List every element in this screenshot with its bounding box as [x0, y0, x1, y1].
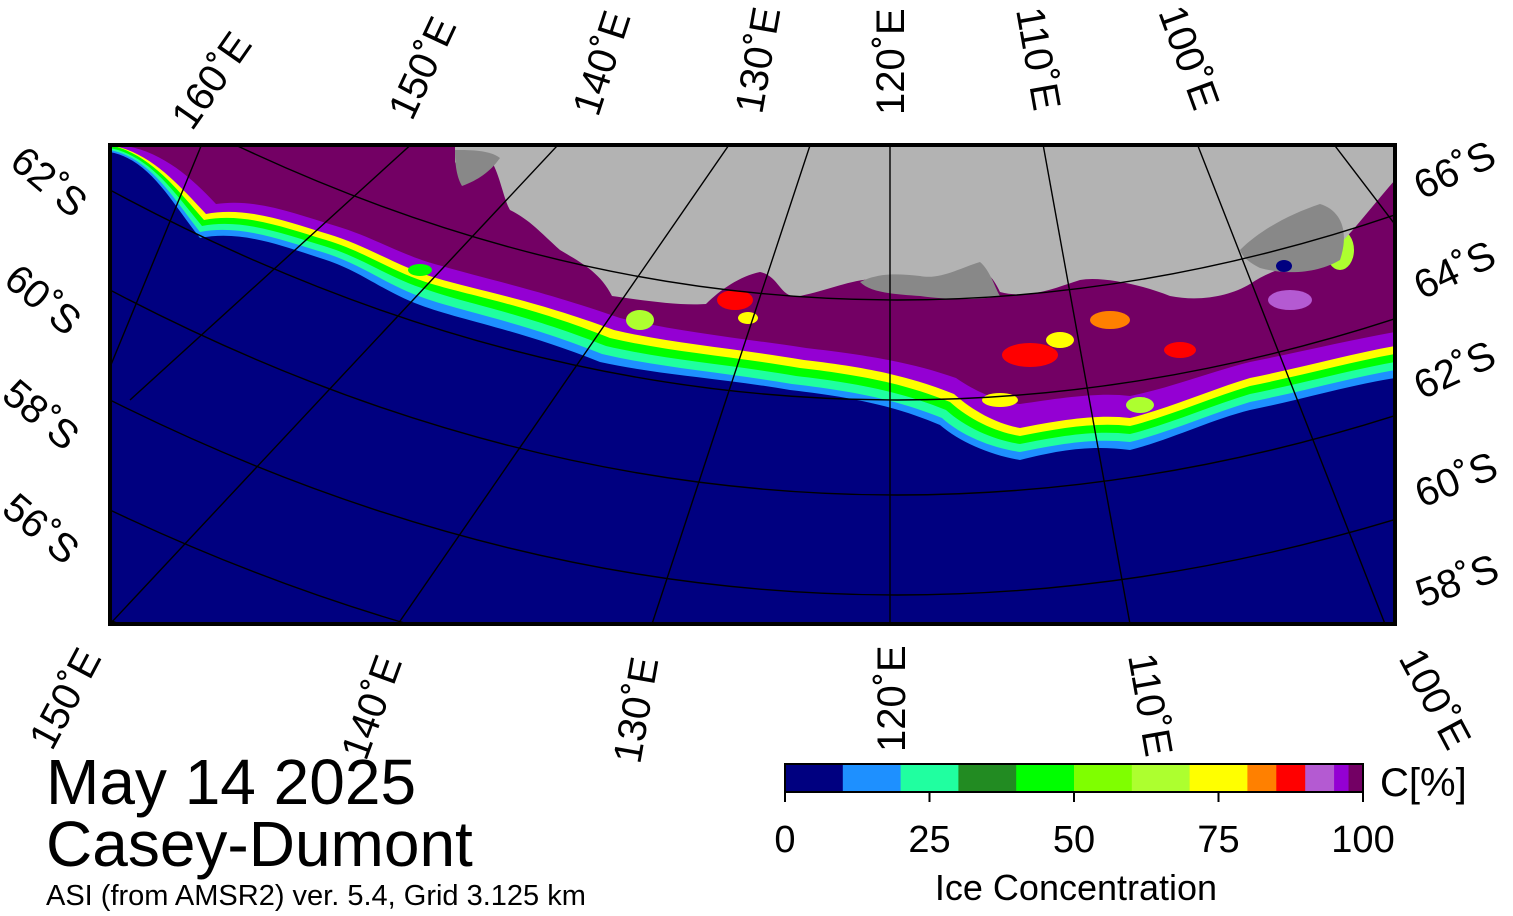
- right-lat-label: 60˚S: [1409, 444, 1504, 516]
- colorbar-tick-label: 0: [774, 819, 795, 861]
- parallel-line: [234, 145, 1395, 301]
- top-lon-label: 120˚E: [869, 8, 913, 115]
- colorbar-swatch: [1276, 764, 1306, 792]
- map-frame: [108, 143, 1397, 626]
- data-source-caption: ASI (from AMSR2) ver. 5.4, Grid 3.125 km: [46, 880, 586, 912]
- colorbar-tick-label: 25: [908, 819, 950, 861]
- right-latitude-labels: 66˚S 64˚S 62˚S 60˚S 58˚S: [1407, 133, 1504, 617]
- meridian-line: [1042, 145, 1131, 624]
- parallel-line: [110, 189, 1395, 401]
- left-latitude-labels: 62˚S 60˚S 58˚S 56˚S: [0, 138, 95, 573]
- right-lat-label: 62˚S: [1407, 333, 1502, 409]
- meridian-line: [1333, 145, 1395, 226]
- map-panel: [110, 145, 1395, 624]
- graticule-meridians: [110, 145, 1395, 624]
- ice-shelf-east: [1240, 204, 1344, 273]
- meridian-line: [397, 145, 730, 624]
- ice-shelf-west: [455, 150, 500, 186]
- colorbar-legend: C[%] 0 25 50 75 100 Ice Concentration: [774, 761, 1466, 908]
- map-date-title: May 14 2025: [46, 746, 417, 818]
- meridian-line: [1196, 145, 1386, 624]
- top-lon-label: 150˚E: [380, 10, 465, 125]
- colorbar-unit: C[%]: [1380, 761, 1467, 805]
- parallel-line: [110, 289, 1395, 496]
- colorbar-tick-label: 100: [1331, 819, 1394, 861]
- bottom-lon-label: 100˚E: [1390, 642, 1479, 757]
- meridian-line: [110, 145, 203, 369]
- meridian-line: [110, 145, 559, 624]
- meridian-line: [129, 145, 412, 401]
- graticule-parallels: [110, 145, 1395, 624]
- left-lat-label: 60˚S: [0, 256, 89, 344]
- colorbar-tick-label: 50: [1053, 819, 1095, 861]
- top-lon-label: 160˚E: [163, 24, 260, 137]
- colorbar-swatch: [1348, 764, 1364, 792]
- top-lon-label: 130˚E: [728, 4, 790, 117]
- colorbar-swatch: [1334, 764, 1350, 792]
- meridian-line: [651, 145, 811, 624]
- colorbar-tick-label: 75: [1197, 819, 1239, 861]
- bottom-lon-label: 130˚E: [606, 654, 668, 767]
- map-region-title: Casey-Dumont: [46, 808, 473, 880]
- colorbar-swatch: [1131, 764, 1191, 792]
- right-lat-label: 58˚S: [1410, 546, 1504, 616]
- lake-patch: [1276, 260, 1292, 272]
- parallel-line: [110, 509, 1395, 624]
- top-lon-label: 110˚E: [1007, 4, 1068, 114]
- colorbar-title: Ice Concentration: [935, 867, 1217, 908]
- parallel-line: [110, 399, 1395, 596]
- colorbar-swatch: [842, 764, 902, 792]
- top-longitude-labels: 160˚E 150˚E 140˚E 130˚E 120˚E 110˚E 100˚…: [163, 0, 1227, 137]
- bottom-lon-label: 150˚E: [21, 641, 110, 756]
- top-lon-label: 100˚E: [1150, 0, 1228, 115]
- colorbar-swatch: [1074, 764, 1133, 792]
- right-lat-label: 64˚S: [1407, 233, 1502, 309]
- top-lon-label: 140˚E: [565, 6, 640, 121]
- colorbar-ticks: [784, 792, 1364, 802]
- left-lat-label: 56˚S: [0, 485, 87, 573]
- ice-shelf-central: [860, 262, 1000, 299]
- colorbar-swatch: [785, 764, 844, 792]
- colorbar-swatch: [1016, 764, 1075, 792]
- left-lat-label: 62˚S: [2, 138, 95, 226]
- colorbar-swatch: [900, 764, 959, 792]
- antarctic-land: [455, 145, 1395, 305]
- colorbar-swatch: [1305, 764, 1335, 792]
- bottom-lon-label: 120˚E: [870, 645, 914, 752]
- right-lat-label: 66˚S: [1407, 133, 1502, 209]
- colorbar-swatch: [1189, 764, 1248, 792]
- colorbar-swatch: [1247, 764, 1277, 792]
- colorbar-swatches: [785, 764, 1364, 792]
- left-lat-label: 58˚S: [0, 371, 87, 459]
- bottom-lon-label: 110˚E: [1119, 650, 1180, 760]
- colorbar-swatch: [958, 764, 1017, 792]
